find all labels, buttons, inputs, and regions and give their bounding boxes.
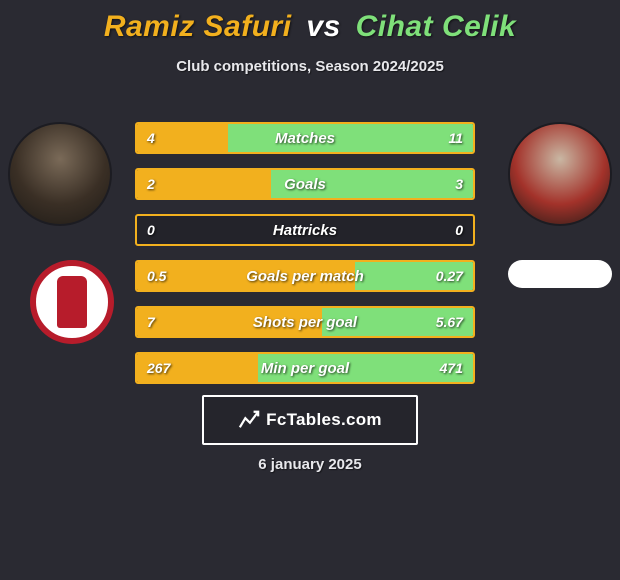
stat-value-right: 0	[445, 216, 473, 244]
vs-label: vs	[306, 10, 340, 43]
stat-value-right: 471	[430, 354, 473, 382]
chart-icon	[238, 409, 260, 431]
brand-text: FcTables.com	[266, 410, 382, 430]
stat-value-left: 0	[137, 216, 165, 244]
player2-club-badge	[508, 260, 612, 288]
stat-fill-right	[271, 170, 473, 198]
stat-bars: Matches411Goals23Hattricks00Goals per ma…	[135, 122, 475, 398]
stat-row: Min per goal267471	[135, 352, 475, 384]
date-line: 6 january 2025	[0, 456, 620, 473]
comparison-title: Ramiz Safuri vs Cihat Celik	[0, 0, 620, 44]
stat-value-left: 2	[137, 170, 165, 198]
stat-value-left: 267	[137, 354, 180, 382]
stat-value-right: 11	[438, 124, 473, 152]
subtitle: Club competitions, Season 2024/2025	[0, 58, 620, 75]
stat-row: Shots per goal75.67	[135, 306, 475, 338]
player1-club-badge	[30, 260, 114, 344]
stat-value-left: 0.5	[137, 262, 176, 290]
stat-row: Hattricks0 0	[135, 214, 475, 246]
stat-value-left: 7	[137, 308, 165, 336]
stat-label: Hattricks	[137, 216, 473, 244]
stat-row: Goals per match0.50.27	[135, 260, 475, 292]
stat-value-right: 3	[445, 170, 473, 198]
stat-value-left: 4	[137, 124, 165, 152]
stat-row: Matches411	[135, 122, 475, 154]
player1-avatar	[8, 122, 112, 226]
player2-name: Cihat Celik	[356, 10, 517, 43]
stat-value-right: 5.67	[426, 308, 473, 336]
stat-row: Goals23	[135, 168, 475, 200]
player1-name: Ramiz Safuri	[104, 10, 292, 43]
stat-value-right: 0.27	[426, 262, 473, 290]
player2-avatar	[508, 122, 612, 226]
stat-fill-right	[228, 124, 473, 152]
brand-box: FcTables.com	[202, 395, 418, 445]
